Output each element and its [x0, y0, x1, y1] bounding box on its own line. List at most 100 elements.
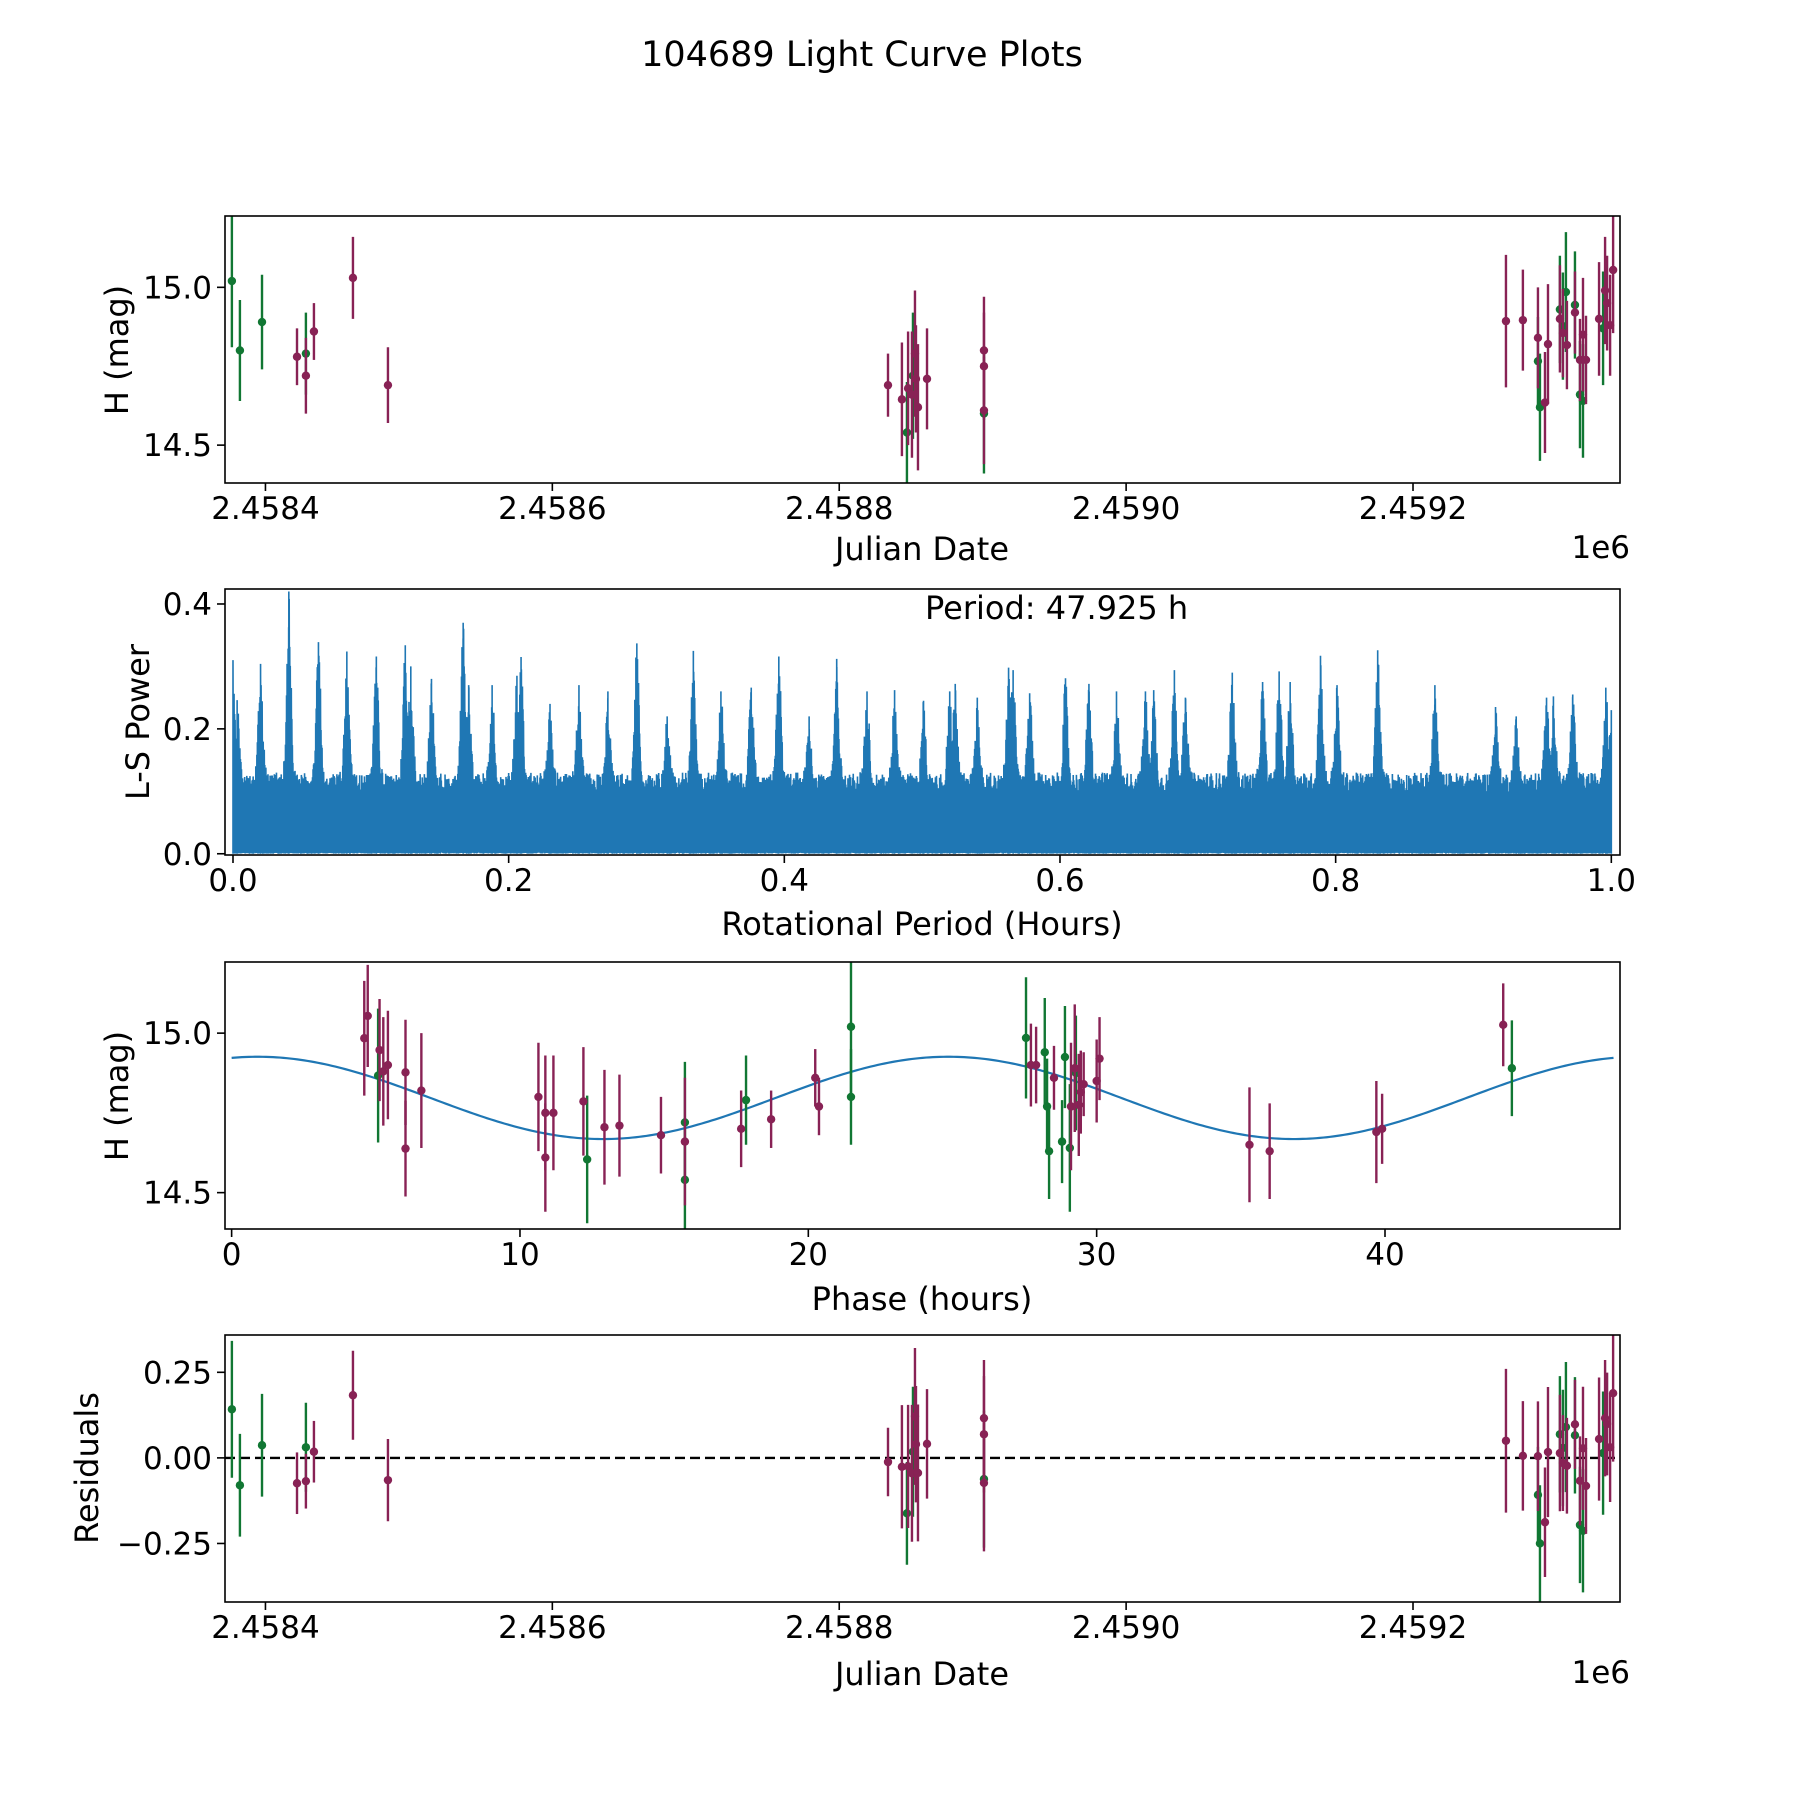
periodogram-xtick-label: 1.0	[1587, 863, 1636, 899]
residuals-data-point	[1540, 1518, 1550, 1527]
phased-data-point	[582, 1155, 592, 1164]
phased-data-point	[814, 1102, 824, 1111]
lightcurve-data-point	[883, 380, 893, 390]
residuals-data-point	[309, 1447, 319, 1456]
phased-data-point	[1066, 1102, 1076, 1111]
residuals-xtick-label: 2.4588	[785, 1610, 893, 1646]
phased-data-point	[656, 1131, 666, 1140]
residuals-data-point	[301, 1476, 311, 1486]
phased-xtick-label: 40	[1365, 1237, 1404, 1273]
periodogram-ytick-label: 0.0	[163, 837, 212, 873]
residuals-data-point	[1562, 1461, 1572, 1470]
phased-data-point	[1031, 1060, 1041, 1070]
residuals-data-point	[903, 1462, 913, 1471]
residuals-data-point	[913, 1468, 923, 1478]
residuals-ylabel: Residuals	[68, 1392, 106, 1544]
phased-axes-frame	[224, 961, 1621, 1230]
phased-marks	[231, 962, 1614, 1229]
periodogram-xtick-label: 0.6	[1035, 863, 1084, 899]
phased-data-point	[846, 1022, 856, 1031]
phased-data-point	[615, 1121, 624, 1130]
residuals-ticks: 2.4584 2.4586 2.4588 2.4590 2.4592 −0.25 0.00 0…	[117, 1334, 1621, 1646]
lightcurve-xtick-label: 2.4586	[498, 491, 606, 527]
residuals-data-point	[348, 1391, 358, 1400]
phased-data-point	[1265, 1146, 1274, 1156]
residuals-data-point	[1581, 1481, 1591, 1491]
residuals-data-point	[1535, 1539, 1545, 1548]
residuals-offset-label: 1e6	[1571, 1655, 1630, 1691]
phased-data-point	[1057, 1137, 1067, 1146]
lightcurve-data-point	[309, 327, 319, 336]
phased-data-point	[1095, 1054, 1104, 1063]
lightcurve-data-point	[1608, 265, 1618, 275]
lightcurve-data-point	[1581, 355, 1591, 365]
phased-data-point	[417, 1086, 426, 1095]
phased-data-point	[541, 1153, 550, 1162]
residuals-axes-frame	[224, 1334, 1621, 1603]
residuals-data-point	[383, 1475, 393, 1485]
lightcurve-xtick-label: 2.4592	[1359, 491, 1467, 527]
residuals-data-point	[257, 1441, 267, 1450]
phased-data-point	[1044, 1146, 1054, 1156]
residuals-data-point	[227, 1405, 237, 1414]
lightcurve-ytick-label: 15.0	[143, 270, 212, 306]
phased-data-point	[383, 1060, 393, 1070]
phased-xtick-label: 20	[789, 1237, 828, 1273]
lightcurve-data-point	[1594, 314, 1604, 324]
figure-title: 104689 Light Curve Plots	[641, 35, 1083, 75]
lightcurve-xtick-label: 2.4590	[1072, 491, 1180, 527]
lightcurve-data-point	[903, 384, 913, 393]
phased-xlabel: Phase (hours)	[812, 1280, 1033, 1318]
phased-data-point	[401, 1068, 410, 1077]
lightcurve-ytick-label: 14.5	[143, 428, 212, 464]
phased-ylabel: H (mag)	[98, 1031, 136, 1161]
residuals-xtick-label: 2.4586	[498, 1610, 606, 1646]
phased-data-point	[1060, 1052, 1070, 1062]
lightcurve-data-point	[1543, 339, 1553, 349]
periodogram-xtick-label: 0.2	[484, 863, 533, 899]
lightcurve-axes-frame	[224, 215, 1621, 484]
lightcurve-data-point	[383, 380, 393, 390]
residuals-data-point	[1543, 1447, 1553, 1457]
lightcurve-data-point	[257, 317, 267, 327]
lightcurve-xtick-label: 2.4588	[785, 491, 893, 527]
phased-plot-area	[231, 962, 1614, 1229]
lightcurve-ticks: 2.4584 2.4586 2.4588 2.4590 2.4592 14.5 15.0	[143, 215, 1621, 527]
phased-data-point	[736, 1124, 746, 1134]
phased-data-point	[766, 1115, 776, 1124]
period-annotation: Period: 47.925 h	[925, 589, 1188, 627]
lightcurve-xtick-label: 2.4584	[211, 491, 319, 527]
periodogram-ylabel: L-S Power	[119, 643, 157, 800]
phased-ytick-label: 15.0	[143, 1016, 212, 1052]
residuals-data-point	[922, 1439, 932, 1449]
periodogram-marks	[232, 591, 1613, 854]
periodogram-ytick-label: 0.4	[163, 587, 212, 623]
lightcurve-data-point	[348, 273, 358, 283]
residuals-data-point	[1518, 1451, 1528, 1461]
lightcurve-data-point	[1558, 328, 1568, 338]
lightcurve-offset-label: 1e6	[1571, 530, 1630, 566]
phased-data-point	[360, 1034, 369, 1043]
phased-data-point	[579, 1097, 588, 1106]
lightcurve-data-point	[1562, 340, 1572, 350]
lightcurve-data-point	[227, 276, 237, 286]
phased-data-point	[375, 1045, 384, 1055]
lightcurve-data-point	[1501, 316, 1511, 326]
phased-data-point	[1070, 1064, 1079, 1073]
lightcurve-data-point	[897, 395, 907, 404]
residuals-ytick-label: −0.25	[117, 1526, 212, 1562]
phased-data-point	[401, 1144, 410, 1153]
residuals-data-point	[1501, 1436, 1511, 1445]
lightcurve-data-point	[1570, 308, 1580, 317]
residuals-marks	[225, 1335, 1620, 1602]
phased-ticks: 0 10 20 30 40 14.5 15.0	[143, 961, 1621, 1273]
lightcurve-plot-area	[227, 216, 1618, 483]
periodogram-xlabel: Rotational Period (Hours)	[721, 905, 1122, 943]
lightcurve-data-point	[1518, 315, 1528, 325]
lightcurve-xlabel: Julian Date	[833, 530, 1009, 568]
phased-xtick-label: 0	[222, 1237, 242, 1273]
periodogram-axes-frame	[224, 588, 1621, 856]
lightcurve-data-point	[301, 371, 311, 380]
residuals-data-point	[1533, 1451, 1543, 1461]
residuals-data-point	[1608, 1388, 1618, 1398]
